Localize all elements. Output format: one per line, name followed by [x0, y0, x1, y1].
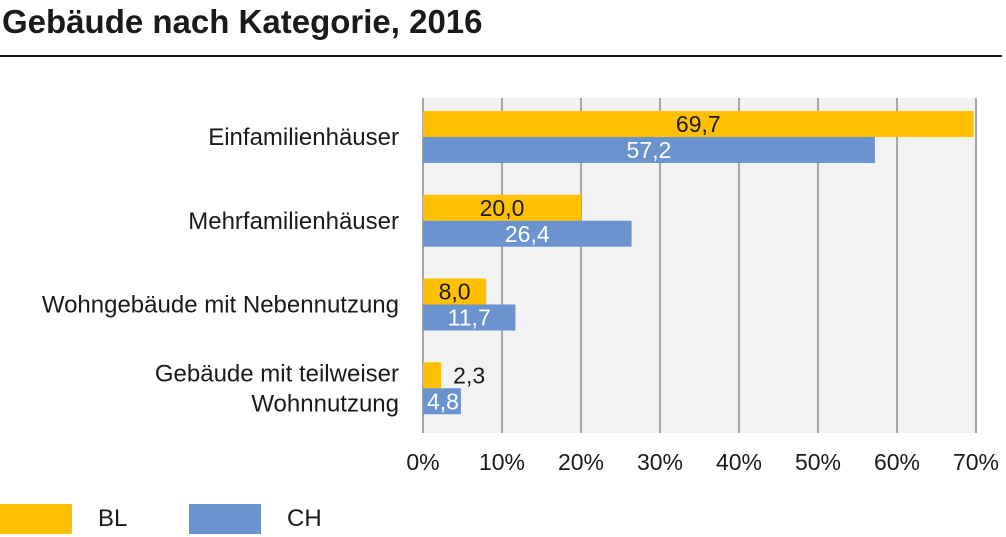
- value-label-bl: 2,3: [453, 362, 485, 388]
- bar-bl: [423, 194, 581, 221]
- bar-ch: [423, 388, 461, 415]
- category-label: Gebäude mit teilweiser: [155, 360, 399, 387]
- value-label-ch: 4,8: [427, 388, 459, 414]
- x-tick-labels: 0% 10% 20% 30% 40% 50% 60% 70%: [406, 449, 999, 475]
- legend-item-ch: CH: [189, 504, 322, 534]
- category-labels: Einfamilienhäuser Mehrfamilienhäuser Wohng…: [42, 124, 399, 417]
- legend-swatch-ch: [189, 504, 261, 534]
- value-label-bl: 69,7: [676, 111, 721, 137]
- legend-swatch-bl: [0, 504, 72, 534]
- x-tick-label: 0%: [406, 449, 439, 475]
- value-label-ch: 26,4: [505, 221, 550, 247]
- x-tick-label: 50%: [795, 449, 841, 475]
- value-label-bl: 8,0: [439, 279, 471, 305]
- category-label: Einfamilienhäuser: [208, 124, 399, 151]
- bar-ch: [423, 304, 516, 331]
- value-labels: 69,757,2 20,026,4 8,011,7 2,34,8: [427, 111, 721, 414]
- value-label-ch: 11,7: [448, 305, 491, 331]
- x-tick-label: 60%: [874, 449, 920, 475]
- bar-ch: [423, 137, 875, 163]
- legend-label-ch: CH: [287, 505, 322, 532]
- legend-item-bl: BL: [0, 504, 127, 534]
- legend-label-bl: BL: [98, 505, 128, 532]
- x-tick-label: 70%: [953, 449, 999, 475]
- title-rule: [0, 55, 1002, 57]
- value-label-bl: 20,0: [480, 195, 525, 221]
- bar-ch: [423, 220, 632, 247]
- bar-bl: [423, 362, 442, 389]
- bars: [423, 111, 974, 415]
- x-tick-label: 20%: [558, 449, 604, 475]
- category-label: Wohngebäude mit Nebennutzung: [42, 292, 399, 319]
- value-label-ch: 57,2: [627, 137, 672, 163]
- bar-bl: [423, 111, 974, 137]
- x-tick-label: 30%: [637, 449, 683, 475]
- x-tick-label: 10%: [479, 449, 525, 475]
- bar-bl: [423, 278, 487, 305]
- category-label: Wohnnutzung: [251, 390, 399, 417]
- chart-title: Gebäude nach Kategorie, 2016: [2, 3, 483, 40]
- category-label: Mehrfamilienhäuser: [188, 208, 399, 235]
- x-tick-label: 40%: [716, 449, 762, 475]
